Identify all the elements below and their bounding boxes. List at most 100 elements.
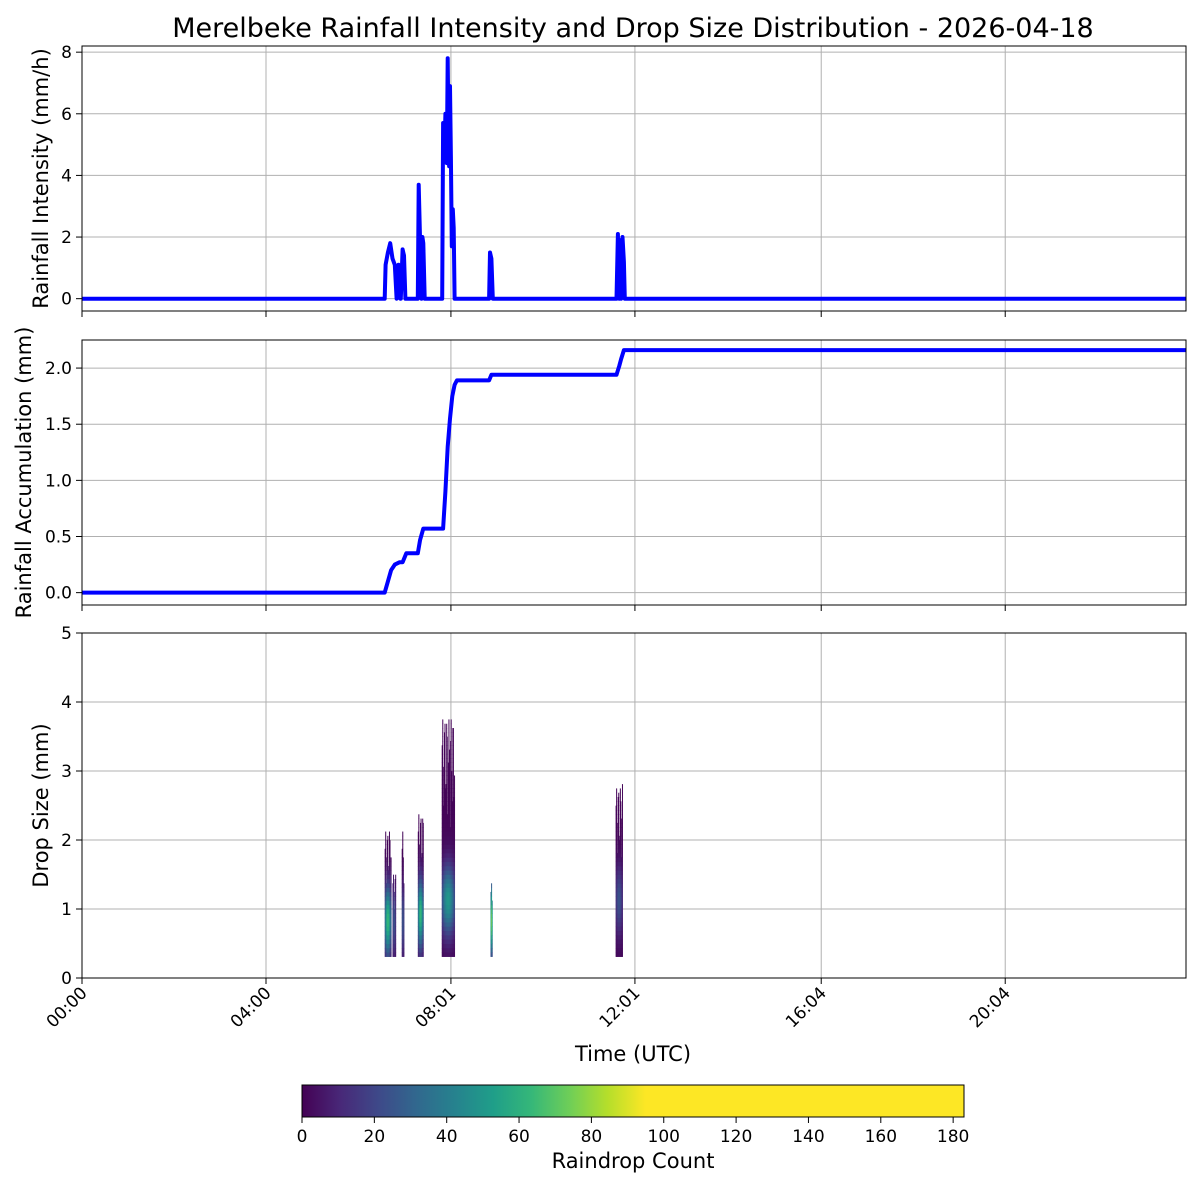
dsd-cell [385, 943, 387, 949]
dsd-cell [450, 745, 452, 750]
dsd-cell [445, 935, 447, 940]
dsd-cell [450, 930, 452, 936]
dsd-cell [419, 904, 421, 910]
dsd-cell [384, 891, 386, 897]
dsd-cell [446, 922, 448, 927]
dsd-cell [450, 771, 452, 776]
dsd-cell [451, 926, 453, 932]
dsd-cell [619, 900, 621, 906]
dsd-cell [620, 917, 622, 923]
dsd-cell [619, 904, 621, 910]
dsd-cell [446, 926, 448, 932]
dsd-cell [618, 797, 620, 802]
dsd-cell [616, 891, 618, 897]
dsd-cell [393, 891, 395, 897]
dsd-cell [447, 904, 449, 910]
dsd-cell [390, 930, 392, 936]
dsd-cell [450, 904, 452, 910]
dsd-cell [446, 784, 448, 789]
dsd-cell [451, 891, 453, 897]
dsd-cell [446, 883, 448, 888]
dsd-cell [446, 745, 448, 750]
dsd-cell [616, 835, 618, 841]
dsd-cell [450, 797, 452, 802]
dsd-cell [447, 866, 449, 871]
dsd-cell [421, 883, 423, 888]
dsd-cell [454, 835, 456, 841]
dsd-cell [447, 866, 449, 871]
dsd-cell [449, 853, 451, 858]
dsd-cell [390, 952, 392, 957]
y-tick-label: 6 [61, 105, 72, 125]
dsd-cell [442, 947, 444, 953]
dsd-cell [452, 922, 454, 927]
dsd-cell [441, 913, 443, 919]
dsd-cell [450, 788, 452, 794]
dsd-cell [388, 904, 390, 910]
dsd-cell [441, 922, 443, 927]
dsd-cell [442, 883, 444, 888]
dsd-cell [387, 883, 389, 888]
dsd-cell [385, 913, 387, 919]
dsd-cell [401, 870, 403, 875]
dsd-cell [390, 904, 392, 910]
dsd-cell [390, 926, 392, 932]
dsd-cell [617, 939, 619, 944]
dsd-cell [422, 930, 424, 936]
dsd-cell [418, 939, 420, 944]
dsd-cell [392, 922, 394, 927]
dsd-cell [402, 896, 404, 901]
dsd-cell [619, 848, 621, 854]
dsd-cell [448, 784, 450, 789]
dsd-cell [442, 887, 444, 893]
dsd-cell [445, 887, 447, 893]
dsd-cell [385, 896, 387, 901]
dsd-cell [394, 939, 396, 944]
dsd-cell [454, 878, 456, 884]
dsd-cell [446, 827, 448, 832]
dsd-cell [449, 801, 450, 806]
dsd-cell [451, 853, 453, 858]
dsd-cell [453, 909, 455, 914]
dsd-cell [441, 827, 443, 832]
dsd-cell [445, 831, 447, 837]
dsd-cell [446, 917, 448, 923]
dsd-cell [442, 878, 444, 884]
y-tick-label: 4 [61, 166, 72, 186]
dsd-cell [450, 827, 452, 832]
dsd-cell [620, 866, 622, 871]
dsd-cell [453, 887, 455, 893]
dsd-cell [443, 896, 445, 901]
dsd-cell [448, 917, 450, 923]
dsd-cell [491, 935, 493, 940]
y-tick-label: 1 [61, 900, 72, 920]
dsd-cell [449, 947, 450, 953]
dsd-cell [387, 947, 389, 953]
dsd-cell [490, 952, 492, 957]
dsd-cell [387, 935, 389, 940]
dsd-cell [617, 943, 619, 949]
dsd-cell [446, 844, 448, 850]
dsd-cell [616, 822, 618, 828]
dsd-cell [452, 788, 454, 794]
dsd-cell [449, 805, 450, 811]
y-axis-label-2: Rainfall Accumulation (mm) [12, 327, 36, 619]
dsd-cell [417, 848, 419, 854]
dsd-cell [444, 792, 446, 798]
dsd-cell [445, 904, 447, 910]
dsd-cell [384, 926, 386, 932]
dsd-cell [449, 840, 451, 845]
dsd-cell [621, 913, 623, 919]
dsd-cell [449, 930, 450, 936]
dsd-cell [442, 909, 444, 914]
dsd-cell [447, 887, 449, 893]
dsd-cell [620, 926, 622, 932]
dsd-cell [454, 857, 456, 863]
dsd-cell [386, 913, 388, 919]
dsd-cell [441, 952, 443, 957]
dsd-cell [452, 874, 454, 880]
dsd-cell [445, 952, 447, 957]
dsd-cell [446, 887, 448, 893]
dsd-cell [618, 866, 620, 871]
dsd-cell [442, 809, 444, 815]
